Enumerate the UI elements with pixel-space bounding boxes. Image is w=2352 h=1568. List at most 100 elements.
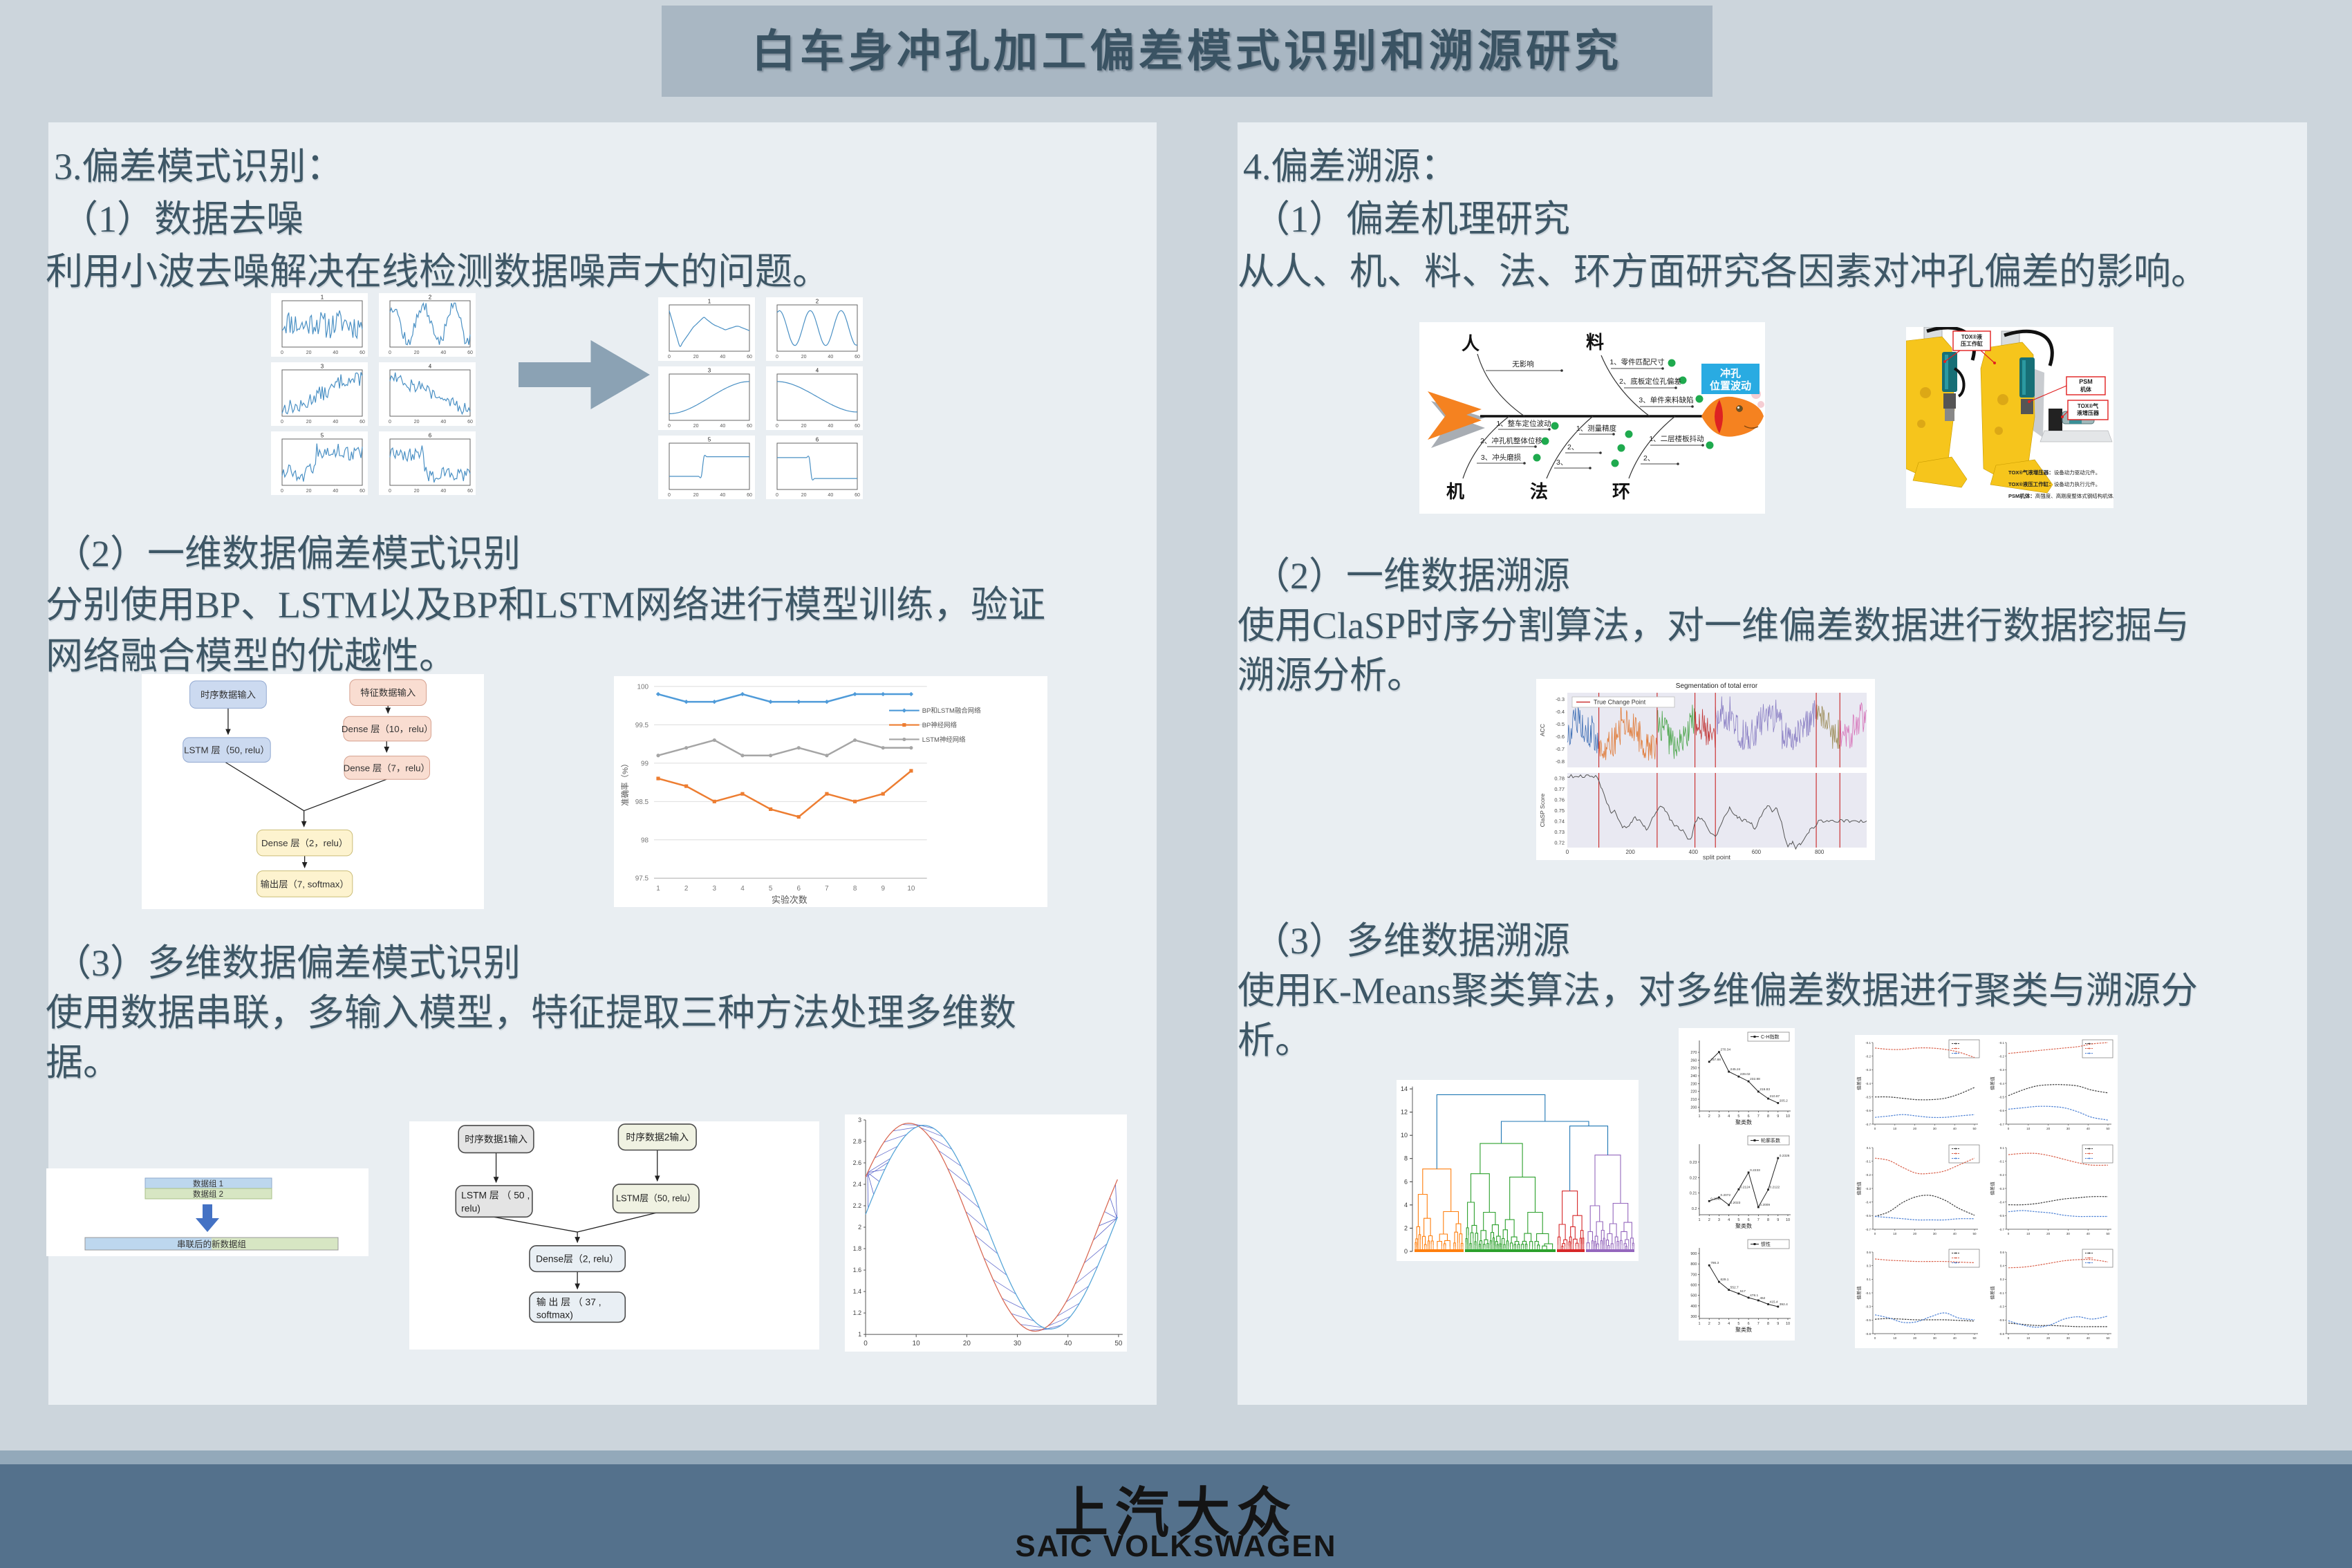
cause-lines — [1477, 368, 1703, 469]
svg-text:50: 50 — [2106, 1232, 2110, 1235]
footer-strip — [0, 1450, 2352, 1464]
svg-text:-0.2: -0.2 — [1865, 1054, 1871, 1058]
caption-3-rest: 高强度、高刚度整体式钢结构机体。 — [2035, 492, 2113, 499]
bubble — [1757, 401, 1764, 408]
svg-text:轮廓系数: 轮廓系数 — [1761, 1137, 1780, 1144]
svg-text:0: 0 — [389, 489, 391, 494]
wavelet-denoised-plot: 3 0 20 40 60 — [658, 366, 755, 430]
svg-text:99.5: 99.5 — [635, 722, 649, 729]
svg-text:10: 10 — [2026, 1127, 2031, 1130]
svg-text:1.6: 1.6 — [853, 1267, 861, 1273]
svg-text:9: 9 — [881, 885, 885, 893]
svg-text:8: 8 — [1767, 1218, 1769, 1222]
node-feat-input — [349, 679, 427, 706]
profile-red — [2008, 1042, 2109, 1054]
svg-text:400: 400 — [1690, 1305, 1697, 1309]
svg-text:270.34: 270.34 — [1720, 1048, 1730, 1052]
svg-text:0.1: 0.1 — [1867, 1146, 1872, 1149]
svg-text:0.2326: 0.2326 — [1780, 1154, 1790, 1158]
fish-eye — [1736, 405, 1743, 412]
label-body-line2: 机体 — [2080, 386, 2092, 393]
profile-red — [1874, 1157, 1975, 1175]
svg-text:97.5: 97.5 — [635, 875, 649, 883]
svg-text:12: 12 — [1401, 1109, 1408, 1116]
svg-text:5: 5 — [321, 433, 324, 439]
svg-text:-0.6: -0.6 — [1865, 1109, 1871, 1112]
env-item-2: 2、 — [1643, 454, 1654, 463]
svg-text:30: 30 — [1933, 1232, 1937, 1235]
svg-text:3: 3 — [1718, 1114, 1720, 1119]
svg-text:20: 20 — [801, 355, 807, 360]
svg-text:14: 14 — [1401, 1085, 1408, 1092]
method-item-1: 1、测量精度 — [1576, 424, 1617, 433]
svg-text:ACC: ACC — [1539, 724, 1546, 736]
svg-text:0: 0 — [1874, 1336, 1876, 1340]
svg-text:-0.5: -0.5 — [1999, 1095, 2004, 1099]
svg-text:40: 40 — [2087, 1232, 2091, 1235]
svg-text:98.5: 98.5 — [635, 799, 649, 806]
svg-text:60: 60 — [360, 420, 365, 424]
wavelet-denoised-plot: 20 20 40 60 — [766, 297, 863, 361]
svg-text:-0.4: -0.4 — [1999, 1200, 2004, 1204]
svg-text:629.1: 629.1 — [1720, 1278, 1728, 1282]
wavelet-denoised-plot: 1 0 20 40 60 — [658, 297, 755, 361]
fishbone-diagram: 冲孔 位置波动 人 料 机 法 环 无影响 1、零件匹配尺寸 2、底板定位孔偏差… — [1419, 322, 1765, 514]
svg-text:10: 10 — [1893, 1232, 1897, 1235]
svg-text:-0.3: -0.3 — [1865, 1068, 1871, 1072]
svg-text:4: 4 — [740, 885, 745, 893]
dtw-alignment-plot: 11.21.41.61.822.22.42.62.830 10 20 30 40 50 — [845, 1114, 1127, 1352]
svg-text:30: 30 — [1933, 1336, 1937, 1340]
svg-text:700: 700 — [1690, 1273, 1697, 1277]
node-lstm1-line2: relu) — [461, 1202, 480, 1213]
svg-text:40: 40 — [828, 424, 833, 429]
machine-item-1: 1、整车定位波动 — [1496, 419, 1551, 428]
result-bar-right — [212, 1238, 338, 1250]
svg-text:210: 210 — [1690, 1098, 1697, 1102]
svg-text:-0.3: -0.3 — [1999, 1068, 2004, 1072]
svg-text:聚类数: 聚类数 — [1735, 1119, 1752, 1126]
node-dense2 — [256, 829, 353, 857]
svg-text:245.24: 245.24 — [1730, 1067, 1741, 1072]
svg-text:-0.4: -0.4 — [1865, 1082, 1871, 1085]
fish-head — [1701, 396, 1764, 437]
cluster-dendrogram: 0 2 4 6 8 10 12 14 — [1397, 1080, 1639, 1261]
svg-text:250: 250 — [1690, 1067, 1697, 1071]
material-item-2: 2、底板定位孔偏差 — [1619, 377, 1681, 386]
svg-text:60: 60 — [747, 493, 752, 498]
svg-text:40: 40 — [2087, 1336, 2091, 1340]
node-feat-input-label: 特征数据输入 — [360, 688, 416, 698]
svg-text:60: 60 — [855, 493, 860, 498]
svg-text:40: 40 — [333, 420, 338, 424]
svg-text:-0.4: -0.4 — [1865, 1200, 1871, 1204]
svg-text:786.3: 786.3 — [1710, 1261, 1719, 1265]
ch-index-chart: 1 2 3 4 5 6 7 8 9 10 200 210 220 230 240 250 260 270 聚类数 C-… — [1679, 1028, 1795, 1132]
right-s3-line2: 析。 — [1238, 1020, 1312, 1061]
svg-text:6: 6 — [1748, 1218, 1750, 1222]
svg-text:50: 50 — [2106, 1336, 2110, 1340]
svg-text:0: 0 — [281, 351, 283, 355]
profile-blue — [2008, 1210, 2108, 1217]
svg-text:BP神经网络: BP神经网络 — [922, 721, 958, 729]
svg-text:0: 0 — [389, 351, 391, 355]
svg-text:20: 20 — [801, 424, 807, 429]
node-ts1-input — [458, 1125, 534, 1154]
svg-text:0.72: 0.72 — [1554, 839, 1565, 846]
right-s1-desc: 从人、机、料、法、环方面研究各因素对冲孔偏差的影响。 — [1238, 251, 2208, 292]
svg-text:60: 60 — [855, 355, 860, 360]
svg-text:2.2: 2.2 — [853, 1202, 861, 1209]
svg-text:40: 40 — [333, 489, 338, 494]
caption-2-bold: TOX®液压工作缸： — [2008, 480, 2054, 487]
svg-text:0.73: 0.73 — [1554, 829, 1565, 835]
left-s3-line1: 使用数据串联，多输入模型，特征提取三种方法处理多维数 — [46, 992, 1016, 1034]
svg-text:6: 6 — [816, 437, 819, 443]
category-man: 人 — [1462, 333, 1480, 354]
fusion-network-flowchart: 时序数据输入 LSTM 层（50, relu） 特征数据输入 Dense 层（1… — [142, 674, 484, 909]
left-s1-desc: 利用小波去噪解决在线检测数据噪声大的问题。 — [46, 251, 830, 292]
left-s3-line2: 据。 — [46, 1042, 120, 1083]
tox-machine-figure: TOX®液 压工作缸 PSM 机体 TOX®气 液增压器 TOX®气液增压器：设… — [1906, 327, 2113, 508]
svg-text:3: 3 — [1718, 1322, 1720, 1326]
svg-text:40: 40 — [1953, 1127, 1957, 1130]
method-item-2: 2、 — [1567, 443, 1578, 451]
svg-text:0: 0 — [864, 1340, 868, 1347]
svg-text:0.78: 0.78 — [1554, 776, 1565, 782]
